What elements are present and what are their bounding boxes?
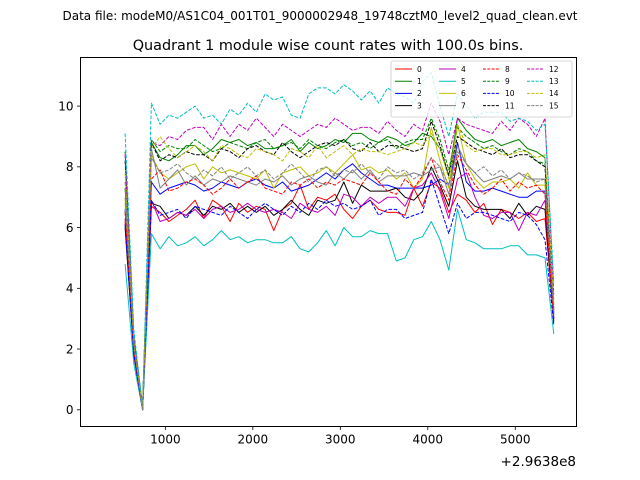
legend-label-1: 1 [417, 77, 422, 86]
series-line-3 [124, 160, 555, 411]
x-tick-label: 2000 [238, 433, 269, 447]
legend-label-5: 5 [461, 77, 466, 86]
legend-box [390, 60, 573, 118]
y-tick-label: 10 [58, 99, 73, 113]
figure-suptitle: Data file: modeM0/AS1C04_001T01_90000029… [62, 9, 577, 23]
series-line-10 [124, 178, 555, 411]
legend-label-3: 3 [417, 101, 422, 110]
legend-label-4: 4 [461, 65, 466, 74]
x-tick-label: 1000 [150, 433, 181, 447]
x-offset-label: +2.9638e8 [501, 454, 576, 470]
legend-label-12: 12 [549, 65, 559, 74]
legend-label-8: 8 [505, 65, 510, 74]
series-line-15 [124, 151, 555, 411]
legend-label-15: 15 [549, 101, 559, 110]
legend-label-11: 11 [505, 101, 515, 110]
legend-label-2: 2 [417, 89, 422, 98]
x-axis: 1000 2000 3000 4000 5000 [150, 426, 531, 447]
series-line-6 [124, 123, 555, 411]
series-line-0 [124, 181, 555, 411]
series-line-5 [124, 208, 555, 411]
y-tick-label: 0 [66, 403, 74, 417]
y-tick-label: 4 [66, 282, 74, 296]
plot-area [124, 72, 555, 411]
legend-label-10: 10 [505, 89, 515, 98]
y-tick-label: 2 [66, 342, 74, 356]
legend-label-14: 14 [549, 89, 559, 98]
x-tick-label: 3000 [325, 433, 356, 447]
y-axis: 0 2 4 6 8 10 [58, 99, 81, 417]
x-tick-label: 4000 [413, 433, 444, 447]
y-tick-label: 6 [66, 221, 74, 235]
series-line-8 [124, 154, 555, 411]
y-tick-label: 8 [66, 160, 74, 174]
chart-title: Quadrant 1 module wise count rates with … [133, 38, 524, 54]
legend-label-9: 9 [505, 77, 510, 86]
plot-frame [80, 57, 577, 427]
series-line-12 [124, 102, 555, 408]
series-line-2 [124, 142, 555, 411]
legend-label-13: 13 [549, 77, 559, 86]
legend-label-6: 6 [461, 89, 466, 98]
legend-label-7: 7 [461, 101, 466, 110]
legend-label-0: 0 [417, 65, 422, 74]
series-line-11 [124, 120, 555, 408]
x-tick-label: 5000 [500, 433, 531, 447]
series-line-9 [124, 117, 555, 408]
series-line-14 [124, 123, 555, 411]
